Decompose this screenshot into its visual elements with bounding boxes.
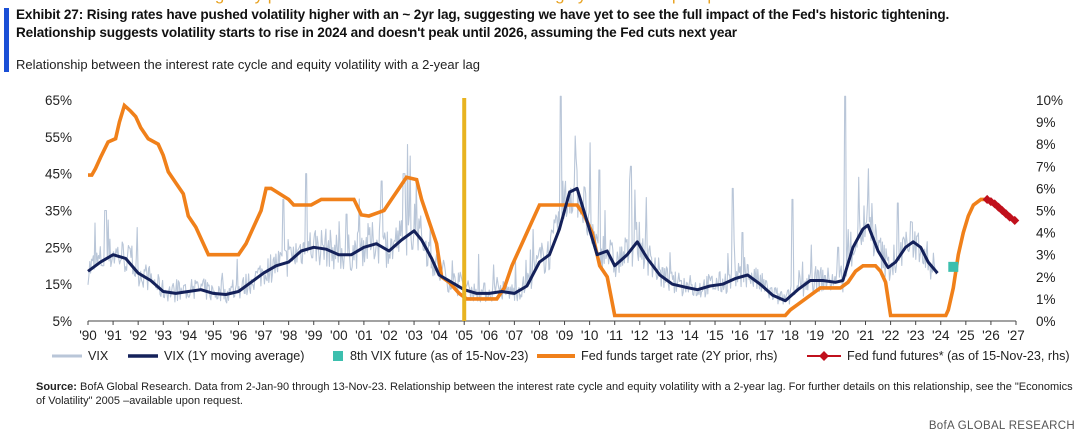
chart-subtitle: Relationship between the interest rate c… xyxy=(16,57,480,72)
y-left-tick-label: 45% xyxy=(45,167,72,182)
vix-daily-line xyxy=(87,95,938,305)
y-left-tick-label: 5% xyxy=(52,314,72,329)
x-tick-label: '21 xyxy=(857,328,875,343)
x-tick-label: '13 xyxy=(656,328,674,343)
series-layer xyxy=(87,102,1020,318)
chart-area: '90 '91 '92 '93 '94 '95 '96 '97 '98 '99 '00 '01 '02 '… xyxy=(45,0,1063,343)
y-right-tick-label: 6% xyxy=(1036,181,1056,196)
chart-legend: VIX VIX (1Y moving average) 8th VIX futu… xyxy=(0,349,1085,369)
header-accent-bar xyxy=(4,8,9,72)
x-tick-label: '24 xyxy=(932,328,950,343)
y-right-tick-label: 7% xyxy=(1036,159,1056,174)
x-tick-label: '20 xyxy=(832,328,850,343)
x-tick-label: '06 xyxy=(481,328,499,343)
x-tick-label: '22 xyxy=(882,328,900,343)
annotation-relationship-held-2: roughly held out of sample xyxy=(531,0,730,4)
x-tick-label: '08 xyxy=(531,328,549,343)
x-tick-label: '94 xyxy=(180,328,198,343)
x-tick-label: '07 xyxy=(506,328,524,343)
y-right-tick-label: 5% xyxy=(1036,204,1056,219)
x-tick-label: '90 xyxy=(79,328,97,343)
annotation-relationship-held-1: ... the relationship has xyxy=(547,0,713,4)
legend-label-vix-avg: VIX (1Y moving average) xyxy=(164,349,305,363)
x-tick-label: '16 xyxy=(731,328,749,343)
y-left-tick-label: 55% xyxy=(45,130,72,145)
legend-swatch-fed-rate-icon xyxy=(537,354,575,358)
legend-swatch-vix-icon xyxy=(52,354,82,358)
legend-label-fed-futures: Fed fund futures* (as of 15-Nov-23, rhs) xyxy=(847,349,1070,363)
legend-label-fed-rate: Fed funds target rate (2Y prior, rhs) xyxy=(581,349,778,363)
y-left-tick-label: 35% xyxy=(45,204,72,219)
y-right-tick-label: 2% xyxy=(1036,270,1056,285)
x-tick-label: '93 xyxy=(154,328,172,343)
x-tick-label: '05 xyxy=(455,328,473,343)
x-tick-label: '10 xyxy=(581,328,599,343)
y-right-tick-label: 4% xyxy=(1036,226,1056,241)
y-left-tick-label: 65% xyxy=(45,93,72,108)
x-tick-label: '97 xyxy=(255,328,273,343)
x-tick-label: '98 xyxy=(280,328,298,343)
y-right-tick-label: 3% xyxy=(1036,248,1056,263)
x-tick-label: '15 xyxy=(706,328,724,343)
title-line-1: Exhibit 27: Rising rates have pushed vol… xyxy=(16,7,950,22)
legend-item-fed-rate: Fed funds target rate (2Y prior, rhs) xyxy=(537,349,777,363)
vix-future-marker xyxy=(948,261,959,272)
source-text: BofA Global Research. Data from 2-Jan-90… xyxy=(36,381,1073,407)
legend-swatch-fed-futures-icon xyxy=(807,351,841,361)
legend-item-vix-future: 8th VIX future (as of 15-Nov-23) xyxy=(332,349,529,363)
y-left-tick-label: 15% xyxy=(45,277,72,292)
x-tick-label: '91 xyxy=(104,328,122,343)
x-tick-label: '25 xyxy=(957,328,975,343)
legend-label-vix: VIX xyxy=(88,349,109,363)
brand-label: BofA GLOBAL RESEARCH xyxy=(928,420,1075,432)
fed-funds-target-line xyxy=(88,102,988,318)
x-tick-label: '92 xyxy=(129,328,147,343)
vix-1y-avg-line xyxy=(87,186,939,303)
legend-swatch-vix-future-icon xyxy=(333,351,343,361)
legend-item-vix-avg: VIX (1Y moving average) xyxy=(128,349,304,363)
chart-title: Exhibit 27: Rising rates have pushed vol… xyxy=(16,6,1081,42)
x-tick-label: '96 xyxy=(230,328,248,343)
annotation-originally-published: Originally published in 2005 ... xyxy=(192,0,420,4)
legend-swatch-vix-avg-icon xyxy=(128,354,158,358)
x-tick-label: '18 xyxy=(781,328,799,343)
x-tick-label: '03 xyxy=(405,328,423,343)
legend-label-vix-future: 8th VIX future (as of 15-Nov-23) xyxy=(350,349,529,363)
x-tick-label: '23 xyxy=(907,328,925,343)
x-tick-label: '27 xyxy=(1007,328,1025,343)
x-tick-label: '02 xyxy=(380,328,398,343)
legend-item-fed-futures: Fed fund futures* (as of 15-Nov-23, rhs) xyxy=(807,349,1070,363)
source-label: Source: xyxy=(36,381,77,393)
x-tick-label: '95 xyxy=(205,328,223,343)
y-right-tick-label: 8% xyxy=(1036,137,1056,152)
x-tick-label: '99 xyxy=(305,328,323,343)
title-line-2: Relationship suggests volatility starts … xyxy=(16,25,737,40)
legend-item-vix: VIX xyxy=(52,349,108,363)
vix-daily-series xyxy=(87,95,938,305)
y-right-tick-label: 9% xyxy=(1036,115,1056,130)
source-note: Source: BofA Global Research. Data from … xyxy=(36,380,1076,408)
y-right-tick-label: 1% xyxy=(1036,292,1056,307)
x-tick-label: '14 xyxy=(681,328,699,343)
x-tick-label: '00 xyxy=(330,328,348,343)
y-right-tick-label: 0% xyxy=(1036,314,1056,329)
x-tick-label: '19 xyxy=(807,328,825,343)
y-right-tick-label: 10% xyxy=(1036,93,1063,108)
x-tick-label: '12 xyxy=(631,328,649,343)
axes-layer: '90 '91 '92 '93 '94 '95 '96 '97 '98 '99 '00 '01 '02 '… xyxy=(45,93,1063,343)
x-tick-label: '11 xyxy=(606,328,623,343)
x-tick-label: '26 xyxy=(982,328,1000,343)
y-left-tick-label: 25% xyxy=(45,240,72,255)
x-tick-label: '17 xyxy=(756,328,774,343)
annotations-layer: Originally published in 2005 ... ... the … xyxy=(192,0,730,321)
x-tick-label: '04 xyxy=(430,328,448,343)
x-tick-label: '01 xyxy=(355,328,373,343)
x-tick-label: '09 xyxy=(556,328,574,343)
